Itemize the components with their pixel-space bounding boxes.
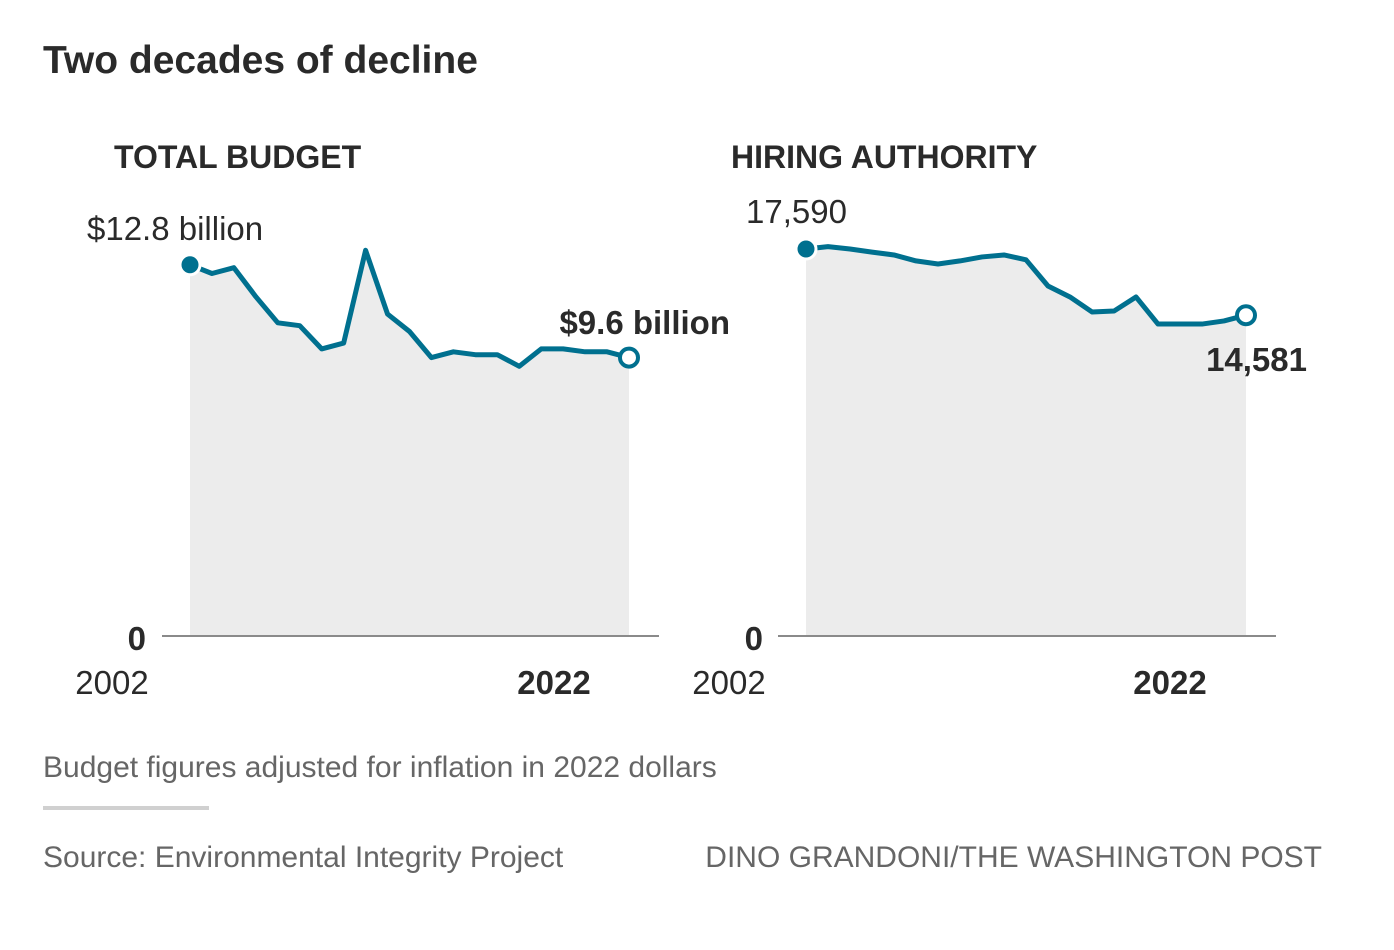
end-point <box>618 346 640 369</box>
footnote: Budget figures adjusted for inflation in… <box>43 751 717 784</box>
y-tick-0: 0 <box>128 620 146 657</box>
chart-title: Two decades of decline <box>43 39 478 82</box>
source-note: Source: Environmental Integrity Project <box>43 841 564 874</box>
hiring-authority-chart: HIRING AUTHORITY 0 2002 2022 17,590 14,5… <box>692 139 1307 701</box>
start-value-label: 17,590 <box>746 193 847 230</box>
divider <box>43 806 209 810</box>
end-point <box>1235 304 1257 327</box>
x-tick-start: 2002 <box>75 664 148 701</box>
end-value-label: $9.6 billion <box>559 304 730 341</box>
series-line <box>189 247 630 369</box>
area-fill <box>190 250 629 637</box>
credit-line: DINO GRANDONI/THE WASHINGTON POST <box>705 841 1322 874</box>
panel-title: HIRING AUTHORITY <box>731 139 1037 175</box>
series-line <box>805 244 1247 327</box>
start-point <box>794 237 818 261</box>
panel-title: TOTAL BUDGET <box>114 139 362 175</box>
total-budget-chart: TOTAL BUDGET 0 2002 2022 $12.8 billion $… <box>75 139 730 701</box>
start-value-label: $12.8 billion <box>87 210 263 247</box>
x-tick-end: 2022 <box>1133 664 1206 701</box>
end-value-label: 14,581 <box>1206 341 1307 378</box>
start-point <box>178 253 202 277</box>
x-tick-end: 2022 <box>517 664 590 701</box>
x-tick-start: 2002 <box>692 664 765 701</box>
y-tick-0: 0 <box>745 620 763 657</box>
area-fill <box>806 246 1246 636</box>
